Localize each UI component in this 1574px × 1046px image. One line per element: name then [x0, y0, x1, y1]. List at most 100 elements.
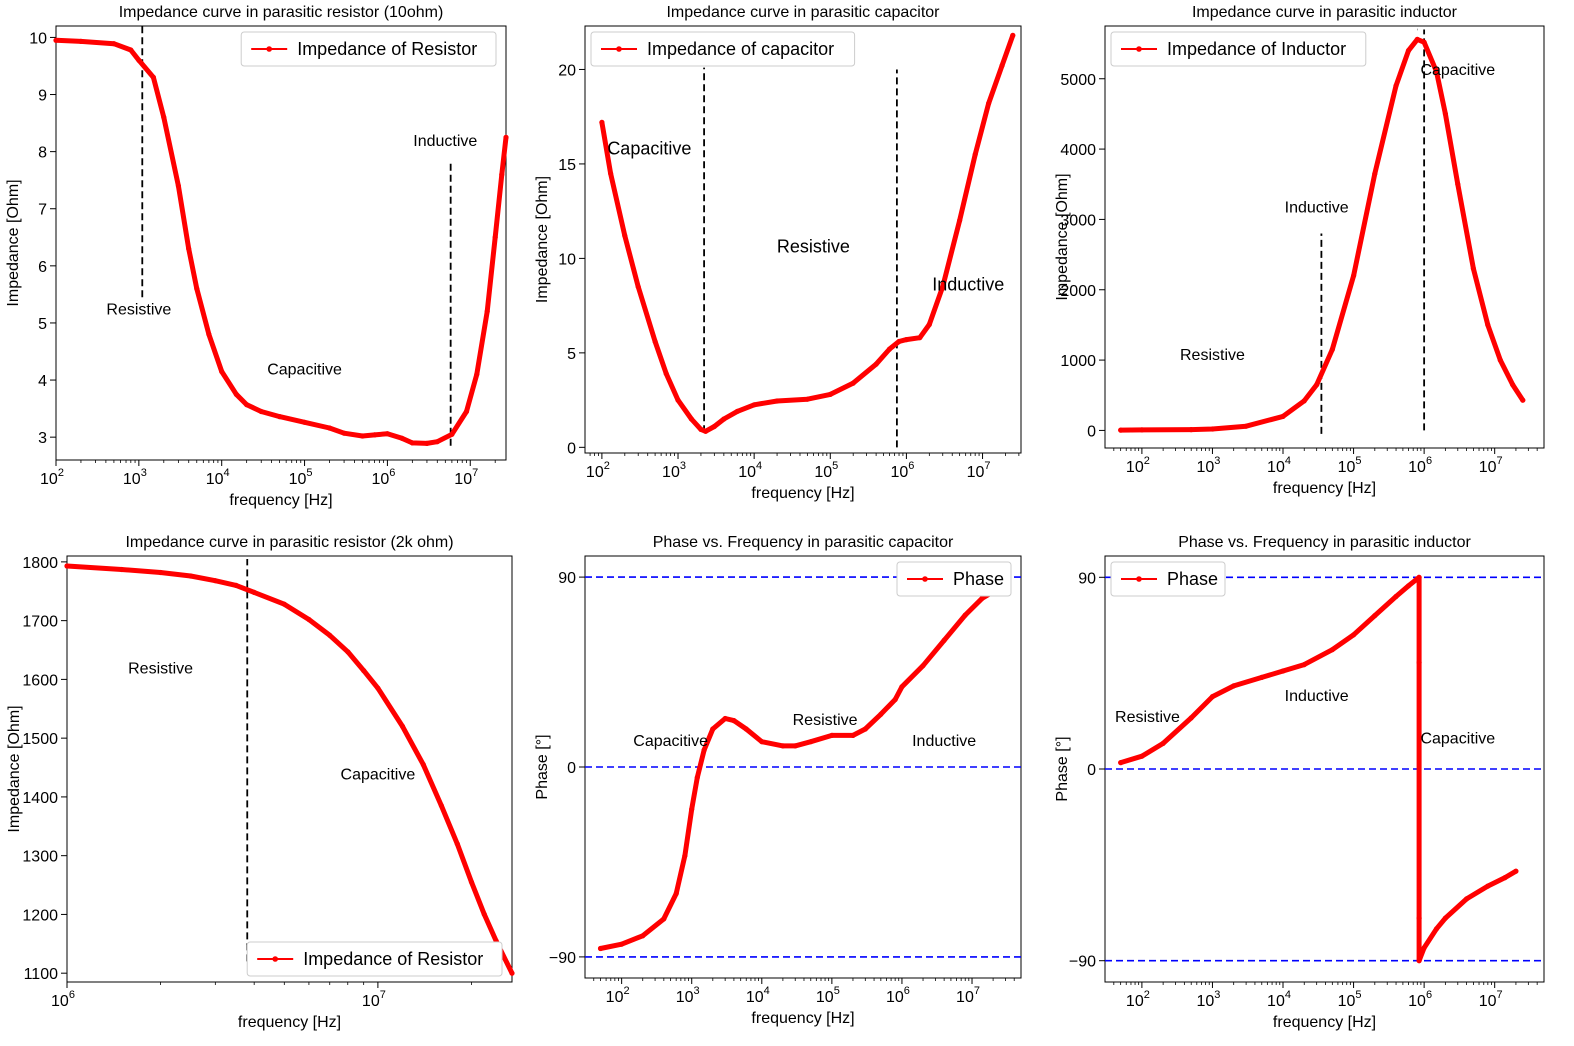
y-tick-label: −90 [1069, 954, 1096, 971]
data-point [1421, 39, 1427, 45]
region-annotation: Resistive [793, 712, 858, 729]
y-tick-label: 10 [558, 251, 576, 268]
data-point [1433, 926, 1440, 932]
data-point [599, 119, 605, 125]
data-point [1405, 583, 1412, 589]
data-point [1520, 397, 1526, 403]
data-point [722, 715, 728, 722]
data-point [233, 582, 239, 589]
data-point [734, 408, 740, 414]
data-point [384, 431, 390, 437]
legend: Impedance of capacitor [590, 31, 856, 67]
x-tick-label: 107 [956, 985, 980, 1006]
y-tick-label: 4000 [1060, 142, 1096, 159]
data-point [1118, 760, 1124, 766]
data-point [1209, 694, 1216, 700]
chart-6: Phase vs. Frequency in parasitic inducto… [1054, 534, 1545, 1031]
legend-box [246, 941, 503, 977]
x-tick-label: 103 [676, 985, 700, 1006]
data-point [1416, 958, 1422, 964]
data-point [1314, 382, 1320, 388]
y-tick-label: 1100 [24, 966, 59, 983]
data-point [1470, 266, 1476, 272]
data-point [1393, 593, 1399, 600]
y-tick-label: 90 [558, 570, 576, 587]
x-tick-label: 103 [1196, 455, 1220, 476]
y-tick-label: 20 [558, 62, 576, 79]
data-point [1513, 868, 1519, 874]
data-point [962, 612, 968, 618]
data-point [251, 589, 257, 596]
legend-swatch-marker [266, 46, 273, 52]
data-point [892, 696, 898, 703]
x-tick-label: 104 [746, 985, 770, 1006]
region-annotation: Capacitive [633, 733, 708, 750]
data-point [481, 911, 487, 918]
legend-swatch-marker [1136, 576, 1142, 582]
y-tick-label: 1800 [22, 555, 58, 572]
x-tick-label: 104 [738, 460, 762, 481]
data-point [899, 684, 905, 690]
data-point [212, 578, 218, 584]
y-tick-label: 1000 [1060, 353, 1096, 370]
data-point [808, 739, 814, 745]
data-point [652, 338, 658, 345]
legend-box [1110, 31, 1367, 67]
data-point [862, 726, 868, 732]
region-annotation: Capacitive [607, 138, 691, 158]
data-point [1139, 427, 1145, 433]
series-line [64, 563, 515, 976]
series-line [53, 37, 509, 446]
data-point [999, 63, 1005, 69]
data-point [635, 284, 641, 290]
plot-frame [1104, 555, 1545, 983]
data-point [326, 425, 333, 431]
data-point [792, 743, 798, 749]
data-point [886, 346, 893, 352]
x-tick-label: 106 [1408, 455, 1432, 476]
data-point [689, 806, 695, 812]
region-annotation: Resistive [128, 661, 193, 678]
data-point [1372, 171, 1378, 177]
y-tick-label: 15 [558, 157, 576, 174]
x-axis-label: frequency [Hz] [229, 492, 332, 509]
data-point [1188, 715, 1194, 721]
data-point [673, 891, 679, 897]
data-point [361, 668, 367, 674]
data-point [710, 726, 716, 732]
y-tick-label: 9 [38, 88, 47, 105]
legend-swatch-marker [922, 576, 928, 582]
x-tick-label: 106 [1408, 989, 1432, 1010]
plot-frame [584, 555, 1022, 979]
data-point [743, 726, 749, 732]
data-point [64, 563, 70, 569]
legend-box [240, 31, 497, 67]
data-point [1351, 273, 1357, 279]
data-point [258, 408, 264, 415]
legend-swatch-marker [272, 956, 279, 962]
data-point [281, 601, 287, 607]
legend: Phase [896, 561, 1012, 597]
legend-label: Phase [1167, 569, 1218, 589]
data-point [1301, 398, 1307, 404]
data-point [1433, 69, 1440, 75]
data-point [1405, 48, 1412, 54]
data-point [78, 38, 84, 45]
data-point [420, 762, 426, 768]
data-point [359, 433, 366, 439]
data-point [694, 774, 700, 781]
y-tick-label: 3 [38, 430, 47, 447]
chart-3: Impedance curve in parasitic inductor fre… [1054, 4, 1545, 497]
chart-title: Phase vs. Frequency in parasitic inducto… [1178, 534, 1471, 551]
y-tick-label: 10 [29, 30, 47, 47]
data-point [661, 916, 667, 922]
data-point [449, 431, 455, 437]
data-point [1502, 875, 1508, 881]
data-point [206, 331, 212, 337]
data-point [1393, 83, 1399, 89]
x-tick-label: 105 [289, 467, 313, 488]
data-point [751, 402, 757, 408]
x-tick-label: 103 [1196, 989, 1220, 1010]
y-tick-label: 8 [38, 145, 47, 162]
plot-frame [66, 555, 513, 983]
